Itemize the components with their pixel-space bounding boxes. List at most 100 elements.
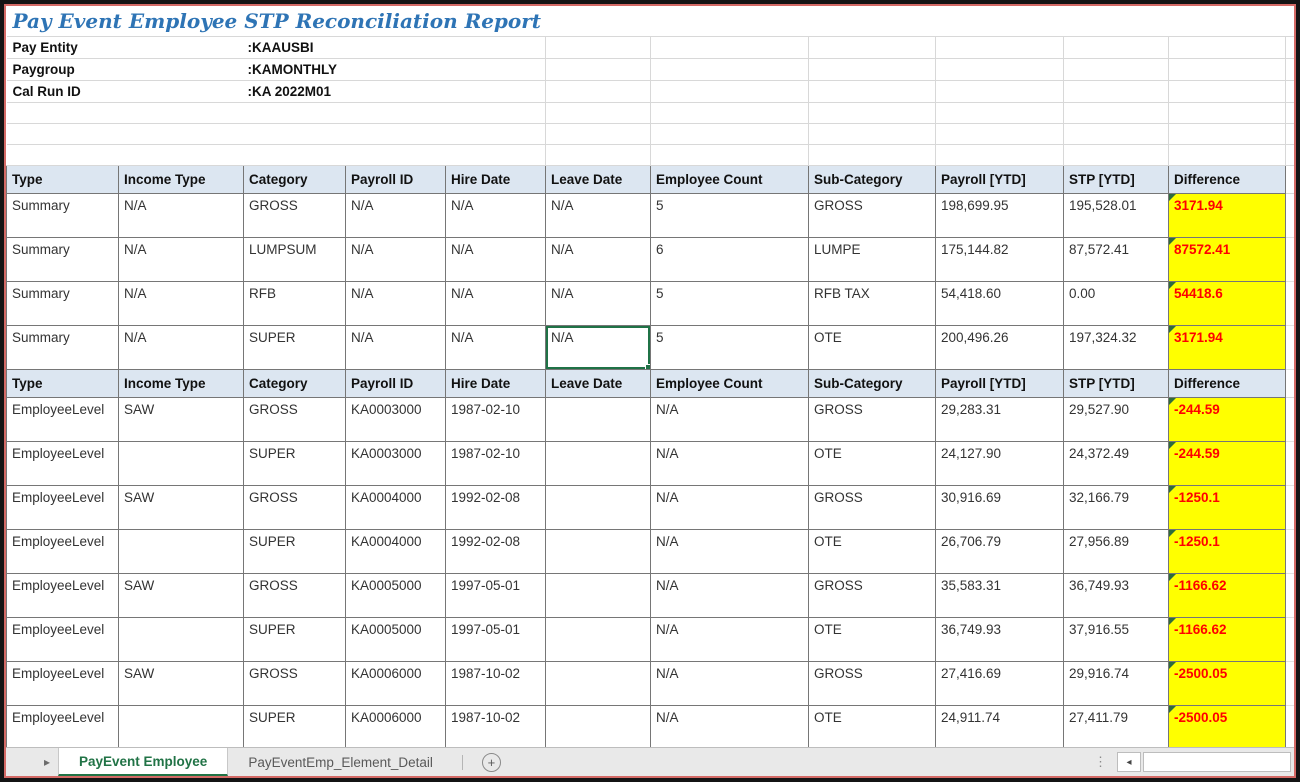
difference-cell[interactable]: -244.59 <box>1168 396 1286 442</box>
cell[interactable]: EmployeeLevel <box>6 396 119 442</box>
cell[interactable]: GROSS <box>243 660 346 706</box>
pay-entity-value[interactable]: :KAAUSBI <box>243 36 546 59</box>
cell[interactable]: N/A <box>345 236 446 282</box>
cell[interactable]: 5 <box>650 192 809 238</box>
cell[interactable]: N/A <box>118 236 244 282</box>
column-header[interactable]: Sub-Category <box>808 164 936 194</box>
empty-cell[interactable] <box>935 102 1064 124</box>
cell[interactable] <box>118 616 244 662</box>
scrollbar-resize-handle-icon[interactable]: ⋮ <box>1094 754 1107 769</box>
difference-cell[interactable]: -1250.1 <box>1168 484 1286 530</box>
empty-cell[interactable] <box>118 80 244 103</box>
column-header[interactable]: Type <box>6 368 119 398</box>
scroll-left-button[interactable]: ◂ <box>1117 752 1141 772</box>
cell[interactable]: 1997-05-01 <box>445 616 546 662</box>
cell[interactable]: N/A <box>445 192 546 238</box>
cell[interactable]: 29,527.90 <box>1063 396 1169 442</box>
cell[interactable]: OTE <box>808 324 936 370</box>
cell[interactable]: SUPER <box>243 440 346 486</box>
cell[interactable]: N/A <box>650 660 809 706</box>
cell[interactable]: N/A <box>345 192 446 238</box>
cell[interactable] <box>545 616 651 662</box>
cell[interactable]: N/A <box>650 396 809 442</box>
cell[interactable]: 5 <box>650 324 809 370</box>
cell[interactable]: EmployeeLevel <box>6 660 119 706</box>
cell[interactable]: SUPER <box>243 616 346 662</box>
cell[interactable]: 27,416.69 <box>935 660 1064 706</box>
empty-cell[interactable] <box>545 36 651 59</box>
cell[interactable]: 6 <box>650 236 809 282</box>
empty-cell[interactable] <box>1168 58 1286 81</box>
empty-cell[interactable] <box>1063 58 1169 81</box>
empty-cell[interactable] <box>935 144 1064 166</box>
cell[interactable]: SUPER <box>243 528 346 574</box>
empty-cell[interactable] <box>545 144 651 166</box>
cell[interactable]: N/A <box>650 704 809 747</box>
empty-cell[interactable] <box>808 80 936 103</box>
cell[interactable] <box>545 396 651 442</box>
cell[interactable]: 35,583.31 <box>935 572 1064 618</box>
sheet-nav-right-icon[interactable]: ▸ <box>43 755 51 769</box>
column-header[interactable]: Hire Date <box>445 368 546 398</box>
empty-cell[interactable] <box>118 123 244 145</box>
cell[interactable] <box>545 660 651 706</box>
paygroup-label[interactable]: Paygroup <box>6 58 119 81</box>
column-header[interactable]: Payroll [YTD] <box>935 368 1064 398</box>
cell[interactable]: N/A <box>118 324 244 370</box>
cell[interactable]: 87,572.41 <box>1063 236 1169 282</box>
cell[interactable]: EmployeeLevel <box>6 572 119 618</box>
cell[interactable]: LUMPE <box>808 236 936 282</box>
cell[interactable] <box>545 528 651 574</box>
empty-cell[interactable] <box>118 58 244 81</box>
difference-cell[interactable]: -1166.62 <box>1168 616 1286 662</box>
cell[interactable]: N/A <box>545 192 651 238</box>
difference-cell[interactable]: -2500.05 <box>1168 704 1286 747</box>
column-header[interactable]: Payroll ID <box>345 164 446 194</box>
empty-cell[interactable] <box>650 144 809 166</box>
cell[interactable]: N/A <box>345 280 446 326</box>
difference-cell[interactable]: 87572.41 <box>1168 236 1286 282</box>
cell[interactable]: KA0006000 <box>345 704 446 747</box>
cal-run-id-value[interactable]: :KA 2022M01 <box>243 80 546 103</box>
cell[interactable]: SAW <box>118 572 244 618</box>
cell[interactable]: 0.00 <box>1063 280 1169 326</box>
column-header[interactable]: Employee Count <box>650 164 809 194</box>
empty-cell[interactable] <box>935 80 1064 103</box>
cell[interactable]: OTE <box>808 704 936 747</box>
empty-cell[interactable] <box>935 123 1064 145</box>
cell[interactable]: 27,411.79 <box>1063 704 1169 747</box>
cell[interactable]: Summary <box>6 280 119 326</box>
cell[interactable]: 24,127.90 <box>935 440 1064 486</box>
column-header[interactable]: Difference <box>1168 164 1286 194</box>
column-header[interactable]: Category <box>243 368 346 398</box>
empty-cell[interactable] <box>808 58 936 81</box>
cell[interactable]: 198,699.95 <box>935 192 1064 238</box>
empty-cell[interactable] <box>935 58 1064 81</box>
empty-cell[interactable] <box>1168 144 1286 166</box>
cell[interactable]: 5 <box>650 280 809 326</box>
column-header[interactable]: Type <box>6 164 119 194</box>
empty-cell[interactable] <box>6 144 119 166</box>
cell[interactable]: GROSS <box>808 660 936 706</box>
empty-cell[interactable] <box>650 58 809 81</box>
paygroup-value[interactable]: :KAMONTHLY <box>243 58 546 81</box>
empty-cell[interactable] <box>808 144 936 166</box>
pay-entity-label[interactable]: Pay Entity <box>6 36 119 59</box>
empty-cell[interactable] <box>650 36 809 59</box>
cell[interactable]: 54,418.60 <box>935 280 1064 326</box>
cell[interactable]: 30,916.69 <box>935 484 1064 530</box>
cell[interactable]: Summary <box>6 192 119 238</box>
cal-run-id-label[interactable]: Cal Run ID <box>6 80 119 103</box>
column-header[interactable]: Leave Date <box>545 164 651 194</box>
cell[interactable]: SAW <box>118 396 244 442</box>
cell[interactable]: EmployeeLevel <box>6 704 119 747</box>
cell[interactable]: OTE <box>808 616 936 662</box>
cell[interactable]: SAW <box>118 484 244 530</box>
cell[interactable]: 1987-02-10 <box>445 396 546 442</box>
cell[interactable]: N/A <box>650 484 809 530</box>
empty-cell[interactable] <box>935 36 1064 59</box>
cell[interactable]: 1997-05-01 <box>445 572 546 618</box>
empty-cell[interactable] <box>118 102 244 124</box>
cell[interactable]: N/A <box>650 616 809 662</box>
cell[interactable]: 1987-02-10 <box>445 440 546 486</box>
